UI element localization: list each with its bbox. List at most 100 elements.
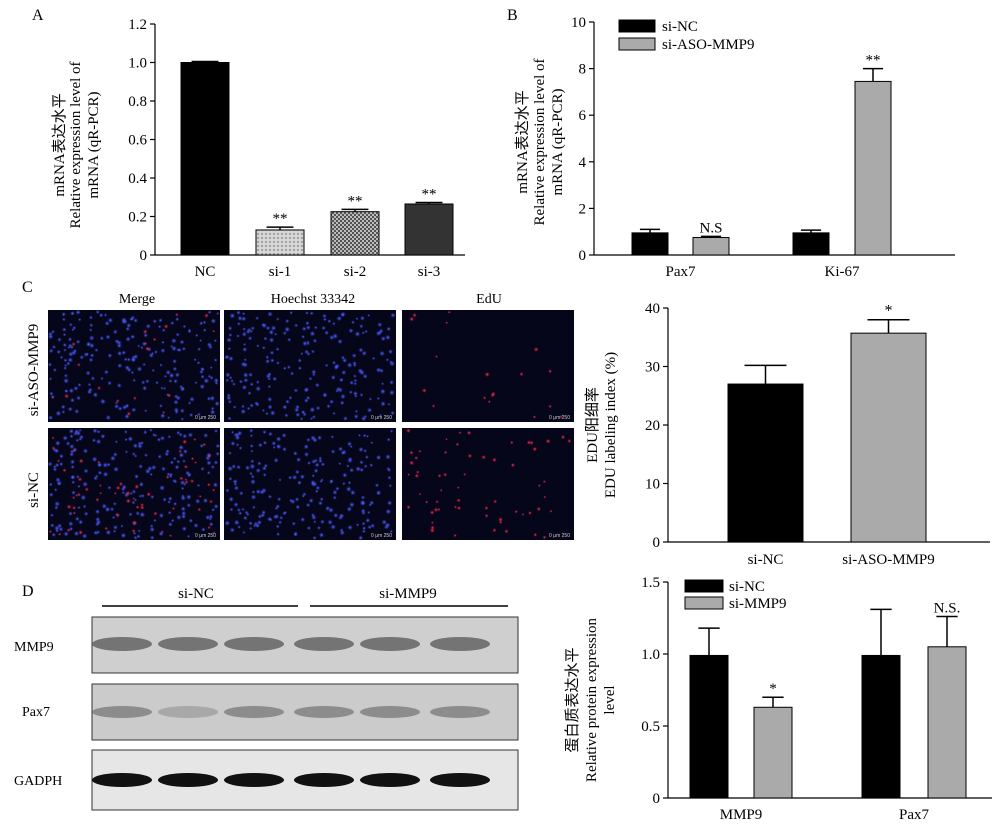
chart-a-bar-1 [255, 229, 305, 256]
chart-b-annotation-0: N.S [700, 220, 723, 236]
chart-b-legend-label-0: si-NC [662, 19, 698, 35]
chart-d-ylabel-cn: 蛋白质表达水平 [564, 647, 581, 752]
chart-c: EDU阳细率 EDU labeling index (%) 0 10 20 30 40 s… [584, 301, 990, 568]
chart-d-legend-label-1: si-MMP9 [729, 596, 787, 612]
chart-a-ylabel-en1: Relative expression level of [68, 61, 84, 228]
blot-band-2-5 [430, 773, 490, 787]
chart-a-bar-0 [180, 62, 230, 256]
chart-d-bar-0-1 [861, 654, 901, 799]
chart-a-annotation-2: ** [348, 193, 363, 209]
chart-a-ytick-label-6: 1.2 [128, 17, 147, 33]
micrograph-0-2-scale-text: 0 μm 250 [549, 415, 570, 421]
micrograph-1-2-scale-text: 0 μm 250 [549, 533, 570, 539]
chart-a-ytick-label-2: 0.4 [128, 171, 147, 187]
chart-b-legend-swatch-1 [618, 37, 656, 51]
blot-band-2-4 [360, 773, 420, 787]
chart-d-ylabel-en2: level [602, 685, 618, 714]
chart-a-xtick-label-2: si-2 [344, 264, 367, 280]
blot-band-2-0 [92, 773, 152, 787]
micrograph-1-1-cells [224, 428, 394, 541]
chart-b-xtick-label-1: Ki-67 [825, 264, 860, 280]
panel-label-a: A [32, 7, 44, 24]
chart-a-annotation-1: ** [273, 211, 288, 227]
blot-band-0-1 [158, 637, 218, 651]
chart-b-bar-0-0 [631, 232, 669, 256]
blot-band-1-2 [224, 706, 284, 718]
western-blot: si-NC si-MMP9 MMP9 Pax7 GADPH [14, 586, 519, 811]
micrograph-1-1-scale-text: 0 μm 250 [371, 533, 392, 539]
chart-d-legend-swatch-0 [684, 579, 724, 593]
chart-a: mRNA表达水平 Relative expression level of mR… [51, 17, 465, 280]
chart-a-ylabel-en2: mRNA (qR-PCR) [86, 91, 102, 198]
chart-b-ytick-label-4: 8 [579, 62, 587, 78]
chart-c-bar-0 [727, 383, 804, 543]
chart-b-ytick-label-3: 6 [579, 108, 587, 124]
chart-c-ylabel-cn: EDU阳细率 [584, 387, 601, 463]
blot-band-0-4 [360, 637, 420, 651]
blot-band-1-4 [360, 706, 420, 718]
chart-d-ytick-label-0: 0 [653, 791, 661, 807]
blot-band-0-3 [294, 637, 354, 651]
micrograph-1-2-cells [406, 428, 572, 540]
chart-a-ytick-label-5: 1.0 [128, 56, 147, 72]
chart-d: 蛋白质表达水平 Relative protein expression leve… [564, 575, 992, 823]
blot-band-1-1 [158, 706, 218, 718]
chart-b-ytick-label-0: 0 [579, 248, 587, 264]
chart-a-ytick-label-3: 0.6 [128, 133, 147, 149]
chart-d-bar-1-0 [753, 706, 793, 799]
chart-a-ytick-label-1: 0.2 [128, 210, 147, 226]
blot-group-nc: si-NC [178, 586, 214, 602]
blot-label-pax7: Pax7 [22, 705, 50, 720]
blot-band-2-2 [224, 773, 284, 787]
chart-c-ytick-label-0: 0 [653, 535, 661, 551]
chart-b-legend-label-1: si-ASO-MMP9 [662, 37, 755, 53]
chart-b-ylabel-cn: mRNA表达水平 [514, 90, 531, 193]
panel-label-d: D [22, 583, 34, 600]
micrograph-1-0-scale-text: 0 μm 250 [195, 533, 216, 539]
chart-b-bar-1-0 [692, 237, 730, 256]
chart-c-ytick-label-3: 30 [645, 360, 660, 376]
chart-b-ylabel-en2: mRNA (qR-PCR) [550, 88, 566, 195]
chart-c-ytick-label-4: 40 [645, 301, 660, 317]
chart-d-annotation-1: N.S. [934, 601, 961, 617]
chart-a-annotation-3: ** [422, 186, 437, 202]
micrograph-0-2-cells [409, 310, 563, 419]
chart-b-annotation-1: ** [866, 53, 881, 69]
micrograph-grid: Merge Hoechst 33342 EdU si-ASO-MMP9 si-N… [26, 292, 574, 541]
chart-d-xtick-label-1: Pax7 [899, 807, 930, 823]
chart-a-bar-2 [330, 211, 380, 256]
chart-d-bar-0-0 [689, 654, 729, 799]
chart-a-ytick-label-4: 0.8 [128, 94, 147, 110]
chart-b-ytick-label-2: 4 [579, 155, 587, 171]
chart-d-legend-label-0: si-NC [729, 579, 765, 595]
chart-a-xtick-label-3: si-3 [418, 264, 441, 280]
micro-col-merge: Merge [119, 292, 155, 307]
micrograph-0-2 [402, 310, 574, 422]
chart-b-xtick-label-0: Pax7 [666, 264, 697, 280]
micro-col-hoechst: Hoechst 33342 [271, 292, 355, 307]
chart-c-annotation-1: * [885, 303, 893, 320]
blot-band-0-5 [430, 637, 490, 651]
chart-c-xtick-label-1: si-ASO-MMP9 [842, 552, 935, 568]
micro-row-aso: si-ASO-MMP9 [26, 324, 42, 417]
blot-label-mmp9: MMP9 [14, 640, 54, 655]
chart-d-ytick-label-2: 1.0 [641, 647, 660, 663]
blot-band-1-0 [92, 706, 152, 718]
chart-c-xtick-label-0: si-NC [748, 552, 784, 568]
chart-d-xtick-label-0: MMP9 [720, 807, 763, 823]
micrograph-0-0-scale-text: 0 μm 250 [195, 415, 216, 421]
micro-row-nc: si-NC [26, 472, 42, 508]
micrograph-0-1-scale-text: 0 μm 250 [371, 415, 392, 421]
chart-c-ytick-label-2: 20 [645, 418, 660, 434]
chart-c-bar-1 [850, 332, 927, 543]
chart-c-ytick-label-1: 10 [645, 477, 660, 493]
blot-band-2-3 [294, 773, 354, 787]
micro-col-edu: EdU [476, 292, 502, 307]
chart-d-legend-swatch-1 [684, 596, 724, 610]
micrograph-0-1-cells [224, 310, 396, 422]
chart-d-annotation-0: * [769, 681, 777, 697]
blot-band-2-1 [158, 773, 218, 787]
chart-d-ytick-label-1: 0.5 [641, 719, 660, 735]
blot-band-0-0 [92, 637, 152, 651]
chart-b-ytick-label-1: 2 [579, 201, 587, 217]
